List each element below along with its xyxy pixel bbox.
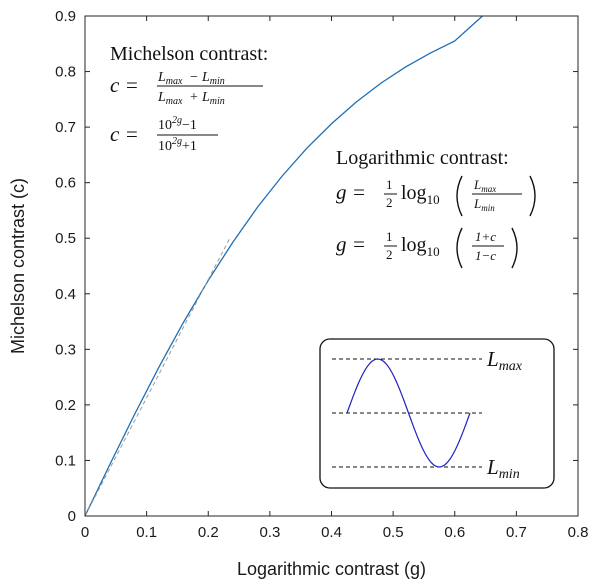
log-function-2: log10 xyxy=(401,234,440,259)
michelson-heading: Michelson contrast: xyxy=(110,43,268,65)
equation-c-label: c = xyxy=(110,73,139,97)
right-paren-2 xyxy=(511,227,518,269)
left-paren xyxy=(456,175,463,217)
logarithmic-annotation: Logarithmic contrast: g = 1 2 log10 Lmax… xyxy=(336,147,536,269)
equation-c-label-2: c = xyxy=(110,122,139,146)
fraction-numerator-minus: − xyxy=(190,70,198,85)
y-axis-title: Michelson contrast (c) xyxy=(8,178,28,354)
y-tick-label: 0.6 xyxy=(55,175,76,192)
y-tick-label: 0.1 xyxy=(55,452,76,469)
y-tick-label: 0.4 xyxy=(55,286,76,303)
y-tick-label: 0.5 xyxy=(55,230,76,247)
y-tick-label: 0.2 xyxy=(55,397,76,414)
inset-lmin-label: Lmin xyxy=(486,455,520,482)
ten-2g-numerator: 102g−1 xyxy=(158,115,197,133)
one-minus-c: 1−c xyxy=(475,248,496,263)
half-denominator-2: 2 xyxy=(386,247,393,262)
inset-lmax-label: Lmax xyxy=(486,347,523,374)
x-tick-label: 0 xyxy=(81,524,89,541)
equation-g-label-2: g = xyxy=(336,232,366,256)
log-function: log10 xyxy=(401,182,440,207)
michelson-annotation: Michelson contrast: c = Lmax − Lmin Lmax… xyxy=(110,43,268,154)
x-tick-label: 0.5 xyxy=(383,524,404,541)
ten-2g-denominator: 102g+1 xyxy=(158,136,197,154)
plot-frame xyxy=(84,15,579,517)
x-tick-label: 0.6 xyxy=(444,524,465,541)
half-numerator: 1 xyxy=(386,177,393,192)
michelson-g-fraction: 102g−1 102g+1 xyxy=(157,115,218,154)
lmax-numerator: Lmax xyxy=(473,177,496,194)
y-tick-label: 0.3 xyxy=(55,341,76,358)
half-numerator-2: 1 xyxy=(386,229,393,244)
log-heading: Logarithmic contrast: xyxy=(336,147,509,169)
x-axis-title: Logarithmic contrast (g) xyxy=(237,559,426,579)
x-tick-label: 0.8 xyxy=(568,524,589,541)
x-tick-label: 0.1 xyxy=(136,524,157,541)
inset-diagram: Lmax Lmin xyxy=(319,338,555,489)
y-tick-label: 0.8 xyxy=(55,64,76,81)
x-tick-label: 0.2 xyxy=(198,524,219,541)
x-tick-label: 0.3 xyxy=(259,524,280,541)
y-tick-label: 0 xyxy=(68,508,76,525)
fraction-numerator-lmax: Lmax xyxy=(157,70,183,87)
y-tick-label: 0.7 xyxy=(55,119,76,136)
half-denominator: 2 xyxy=(386,195,393,210)
x-tick-label: 0.7 xyxy=(506,524,527,541)
linear-approx-line xyxy=(84,237,231,517)
inset-sine-wave xyxy=(346,358,471,468)
fraction-denominator-plus: + xyxy=(190,90,198,105)
right-paren xyxy=(529,175,536,217)
contrast-curve-line xyxy=(84,15,483,517)
fraction-numerator-lmin: Lmin xyxy=(201,70,225,87)
ticks: 0 0.1 0.2 0.3 0.4 0.5 0.6 0.7 0.8 0 0.1 0.2 0.3 0.4 0.… xyxy=(55,8,588,541)
equation-g-label: g = xyxy=(336,180,366,204)
one-plus-c: 1+c xyxy=(475,229,496,244)
fraction-denominator-lmax: Lmax xyxy=(157,90,183,107)
michelson-fraction: Lmax − Lmin Lmax + Lmin xyxy=(157,70,263,107)
y-tick-label: 0.9 xyxy=(55,8,76,25)
series-layer xyxy=(84,15,483,517)
lmin-denominator: Lmin xyxy=(473,196,495,213)
x-tick-label: 0.4 xyxy=(321,524,342,541)
fraction-denominator-lmin: Lmin xyxy=(201,90,225,107)
left-paren-2 xyxy=(456,227,463,269)
